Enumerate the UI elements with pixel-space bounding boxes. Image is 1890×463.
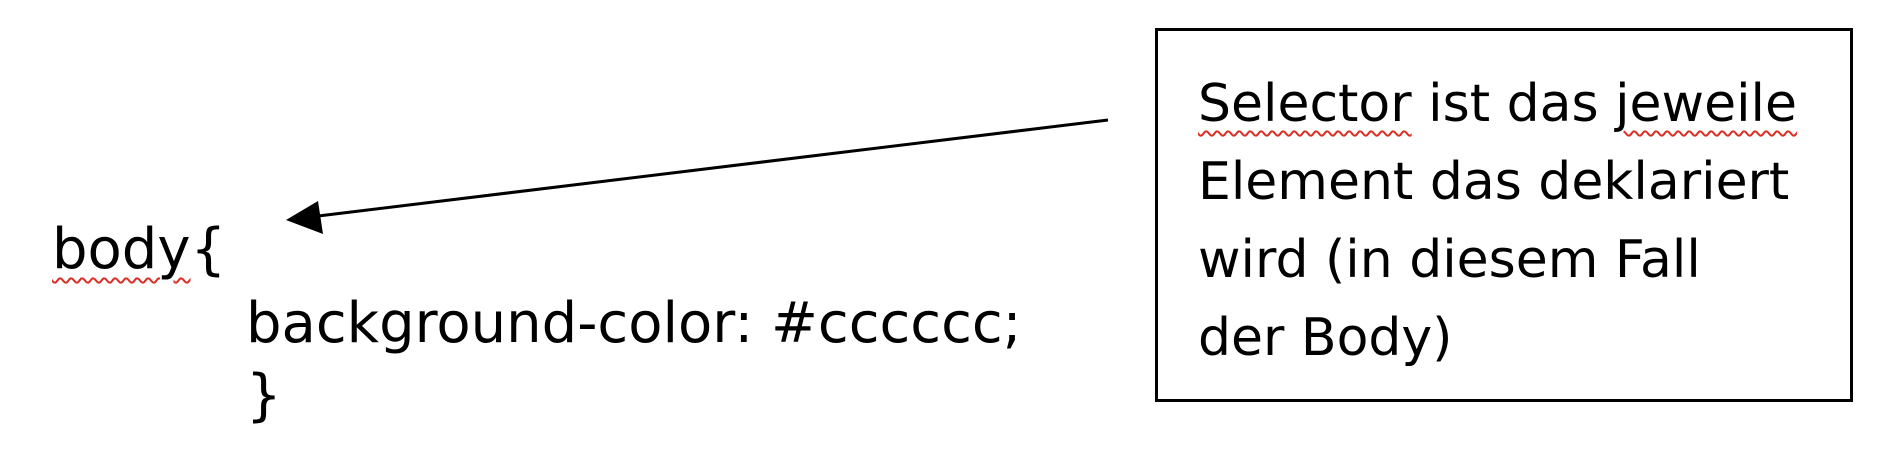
callout-line-3: wird (in diesem Fall	[1198, 230, 1701, 290]
callout-text: Selector ist das jeweile Element das dek…	[1198, 65, 1838, 377]
callout-line-1: Selector ist das jeweile	[1198, 65, 1838, 143]
callout-word-selector: Selector	[1198, 74, 1412, 134]
callout-line-2: Element das deklariert	[1198, 152, 1790, 212]
selector-word: body	[52, 217, 191, 282]
callout-word-jeweile: jeweile	[1615, 74, 1797, 134]
close-brace: }	[246, 363, 282, 428]
arrow-shaft	[309, 118, 1109, 219]
callout-line-1-middle: ist das	[1411, 74, 1616, 134]
open-brace: {	[190, 217, 227, 282]
css-selector-line: body{	[52, 222, 226, 278]
callout-box: Selector ist das jeweile Element das dek…	[1155, 28, 1853, 402]
arrow-head-icon	[286, 201, 323, 234]
css-declaration-line: background-color: #cccccc;	[246, 291, 1022, 356]
callout-line-4: der Body)	[1198, 308, 1453, 368]
